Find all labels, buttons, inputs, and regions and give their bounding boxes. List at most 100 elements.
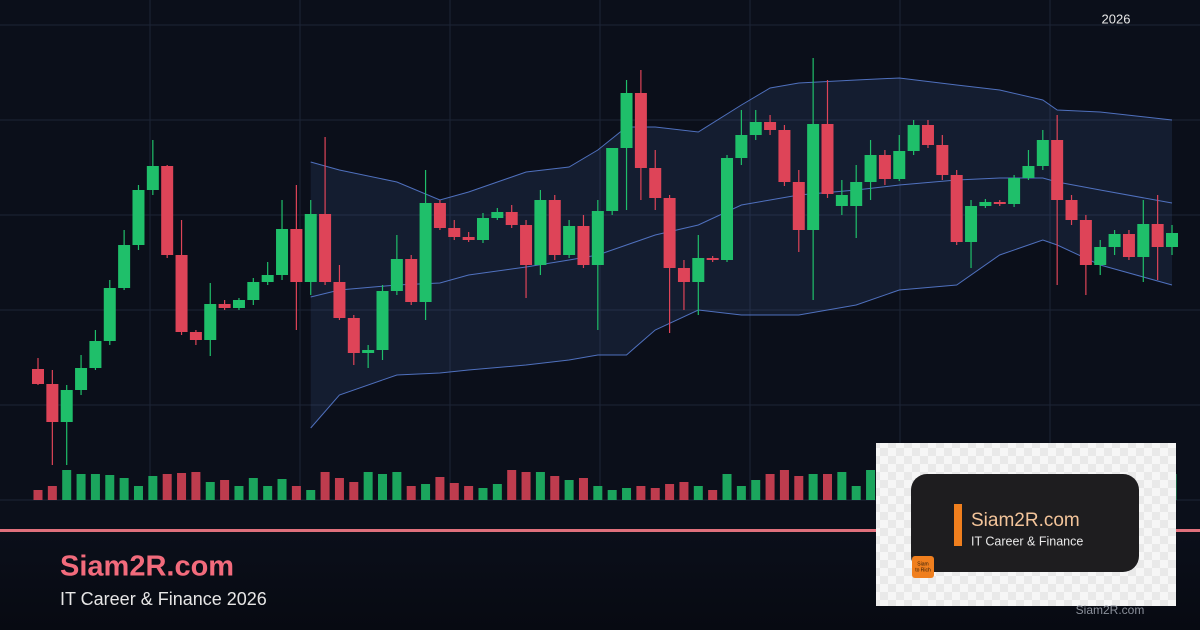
logo-title: Siam2R.com [971,510,1080,531]
candle-body [835,195,848,206]
candle-body [950,175,963,242]
volume-bar [205,482,215,500]
candle-body [232,300,245,308]
candle-body [161,166,174,255]
volume-bar [421,484,431,500]
volume-bar [449,483,459,500]
volume-bar [133,486,143,500]
candle-body [89,341,102,368]
candle-body [1051,140,1064,200]
divider [0,529,1200,532]
candle-body [462,237,475,240]
candle-body [247,282,260,300]
volume-bar [392,472,402,500]
volume-bar [550,476,560,500]
candle-body [1008,178,1021,204]
candle-body [261,275,274,282]
candle-body [907,125,920,151]
logo-subtitle: IT Career & Finance [971,534,1083,548]
volume-bar [622,488,632,500]
logo-icon [912,556,934,578]
candle-body [663,198,676,268]
volume-bar [507,470,517,500]
candle-body [1122,234,1135,257]
volume-bar [378,474,388,500]
volume-bar [435,477,445,500]
band-middle [310,177,1173,298]
logo-icon-text: Siam [917,561,928,567]
volume-bar [277,479,287,500]
volume-bar [349,482,359,500]
volume-bar [578,478,588,500]
volume-bar [76,474,86,500]
volume-bar [464,486,474,500]
candle-body [563,226,576,255]
candle-body [491,212,504,218]
volume-bar [191,472,201,500]
volume-bar [234,486,244,500]
logo-panel [911,474,1139,572]
volume-bar [693,486,703,500]
volume-bar [105,475,115,500]
volume-bar [334,478,344,500]
volume-bar [808,474,818,500]
candle-body [520,225,533,265]
candle-body [376,291,389,350]
volume-bar [708,490,718,500]
volume-bar [751,480,761,500]
volume-bar [765,474,775,500]
volume-bar [263,486,273,500]
volume-bar [564,480,574,500]
watermark: Siam2R.com [1076,603,1145,617]
candle-body [936,145,949,175]
candle-body [433,203,446,228]
candle-body [721,158,734,260]
brand-title: Siam2R.com [60,551,234,583]
volume-bar [521,472,531,500]
candle-body [1094,247,1107,265]
candle-body [290,229,303,282]
candle-body [75,368,88,390]
candle-body [347,318,360,353]
candle-body [620,93,633,148]
volume-bar [177,473,187,500]
candle-body [1079,220,1092,265]
candle-body [1036,140,1049,166]
volume-bar [90,474,100,500]
candle-body [634,93,647,168]
band-fill [310,78,1172,428]
candle-body [850,182,863,206]
volume-bar [736,486,746,500]
candle-body [319,214,332,282]
volume-bar [62,470,72,500]
volume-bar [593,486,603,500]
volume-bar [148,476,158,500]
candle-body [189,332,202,340]
volume-bar [722,474,732,500]
candle-body [32,369,44,384]
candle-body [591,211,604,265]
candle-body [735,135,748,158]
candle-body [218,304,231,308]
volume-bar [779,470,789,500]
candle-body [1022,166,1035,178]
logo-card: Siam2R.com IT Career & Finance Siam to R… [876,443,1176,606]
volume-bar [478,488,488,500]
volume-bar [306,490,316,500]
candle-body [390,259,403,291]
candle-body [476,218,489,240]
volume-bar [650,488,660,500]
band-upper [310,77,1173,201]
candle-body [1151,224,1164,247]
candle-body [649,168,662,198]
candle-body [276,229,289,275]
candle-body [132,190,145,245]
year-label: 2026 [1102,11,1131,26]
candle-body [993,202,1006,204]
volume-bar [406,486,416,500]
candle-body [864,155,877,182]
candle-body [304,214,317,282]
volume-bar [636,486,646,500]
candle-body [1137,224,1150,257]
